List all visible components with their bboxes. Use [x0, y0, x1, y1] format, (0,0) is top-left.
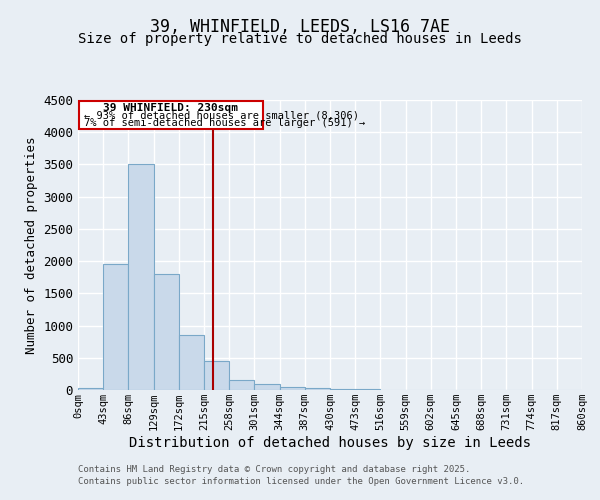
Text: 39 WHINFIELD: 230sqm: 39 WHINFIELD: 230sqm	[103, 103, 238, 113]
Bar	[330, 389, 355, 390]
Bar	[79, 102, 263, 129]
Text: Contains HM Land Registry data © Crown copyright and database right 2025.: Contains HM Land Registry data © Crown c…	[78, 466, 470, 474]
Y-axis label: Number of detached properties: Number of detached properties	[25, 136, 38, 354]
Bar	[254, 384, 280, 390]
Bar	[179, 335, 204, 390]
X-axis label: Distribution of detached houses by size in Leeds: Distribution of detached houses by size …	[129, 436, 531, 450]
Text: ← 93% of detached houses are smaller (8,306): ← 93% of detached houses are smaller (8,…	[84, 110, 359, 120]
Bar	[128, 164, 154, 390]
Text: Contains public sector information licensed under the Open Government Licence v3: Contains public sector information licen…	[78, 477, 524, 486]
Bar	[78, 388, 103, 390]
Bar	[154, 274, 179, 390]
Bar	[103, 264, 128, 390]
Bar	[204, 361, 229, 390]
Bar	[229, 380, 254, 390]
Text: 39, WHINFIELD, LEEDS, LS16 7AE: 39, WHINFIELD, LEEDS, LS16 7AE	[150, 18, 450, 36]
Text: Size of property relative to detached houses in Leeds: Size of property relative to detached ho…	[78, 32, 522, 46]
Bar	[280, 387, 305, 390]
Text: 7% of semi-detached houses are larger (591) →: 7% of semi-detached houses are larger (5…	[84, 118, 365, 128]
Bar	[305, 388, 330, 390]
